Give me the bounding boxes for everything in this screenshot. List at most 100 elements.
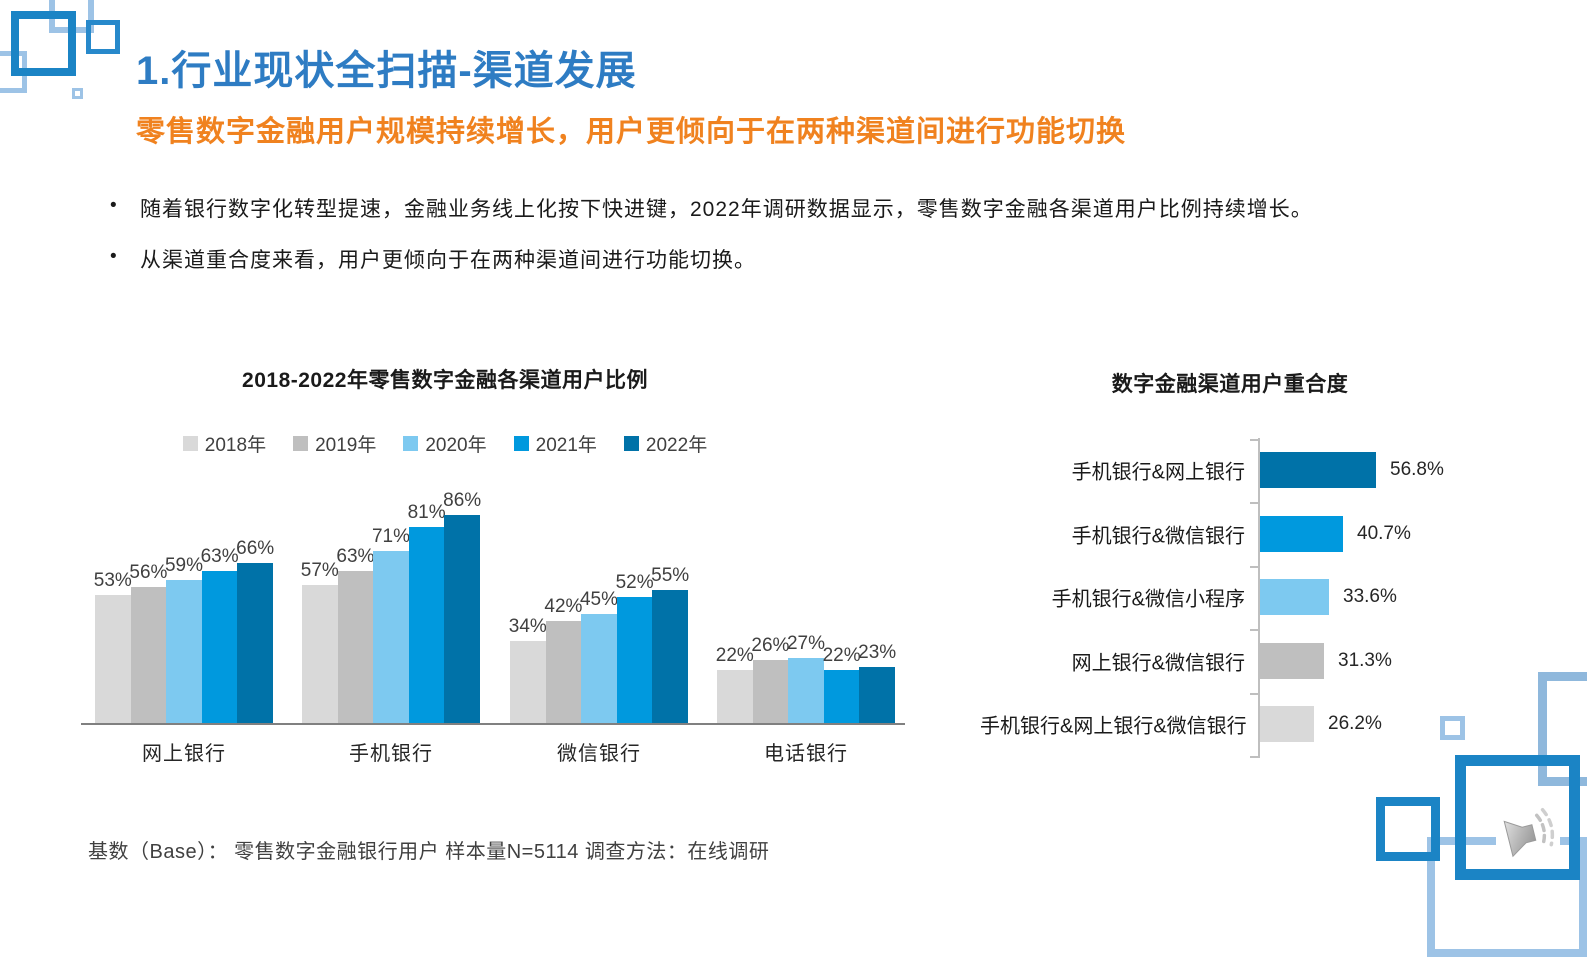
hbar-网上银行&微信银行	[1260, 642, 1324, 679]
y-axis-line	[1258, 438, 1260, 758]
decor-square-icon	[11, 11, 76, 76]
bar-网上银行-2018年	[95, 595, 131, 723]
left-chart-legend: 2018年 2019年 2020年 2021年 2022年	[95, 430, 795, 457]
bar-电话银行-2020年	[788, 658, 824, 723]
legend-item: 2021年	[513, 430, 597, 457]
bar-微信银行-2021年	[616, 597, 653, 723]
bar-网上银行-2022年	[237, 563, 273, 723]
category-label: 微信银行	[557, 743, 641, 765]
hbar-value-label: 26.2%	[1328, 713, 1382, 734]
bar-手机银行-2020年	[373, 551, 409, 723]
legend-item: 2022年	[623, 430, 708, 457]
bullet-item: • 随着银行数字化转型提速，金融业务线上化按下快进键，2022年调研数据显示，零…	[110, 193, 1313, 223]
hbar-category-label: 手机银行&网上银行	[1071, 461, 1245, 484]
bullet-item: • 从渠道重合度来看，用户更倾向于在两种渠道间进行功能切换。	[110, 244, 756, 274]
bar-手机银行-2022年	[444, 515, 480, 723]
legend-item: 2018年	[182, 430, 266, 457]
bar-微信银行-2020年	[581, 614, 617, 723]
bar-手机银行-2018年	[302, 585, 338, 723]
axis-tick	[1250, 756, 1258, 758]
decor-square-icon	[1440, 716, 1465, 740]
bar-value-label: 63%	[200, 546, 239, 567]
hbar-category-label: 手机银行&网上银行&微信银行	[980, 715, 1247, 738]
hbar-value-label: 31.3%	[1338, 649, 1392, 671]
bar-电话银行-2021年	[823, 670, 860, 723]
bar-电话银行-2018年	[717, 670, 753, 723]
bar-value-label: 86%	[443, 490, 482, 511]
legend-label: 2021年	[535, 435, 597, 456]
decor-square-icon	[86, 20, 120, 54]
bar-电话银行-2022年	[859, 667, 895, 723]
bar-value-label: 34%	[508, 616, 547, 637]
axis-tick	[1250, 438, 1258, 441]
hbar-手机银行&网上银行&微信银行	[1260, 706, 1314, 742]
bar-value-label: 23%	[858, 642, 897, 663]
bar-value-label: 56%	[129, 562, 168, 583]
legend-swatch	[293, 436, 309, 451]
audio-speaker-icon[interactable]	[1496, 798, 1560, 868]
page-title: 1.行业现状全扫描-渠道发展	[136, 49, 637, 93]
legend-swatch	[513, 436, 529, 451]
bar-value-label: 22%	[822, 645, 861, 666]
legend-item: 2020年	[403, 430, 487, 457]
hbar-value-label: 40.7%	[1357, 522, 1411, 544]
legend-label: 2019年	[315, 435, 377, 456]
hbar-plot: 手机银行&网上银行 56.8% 手机银行&微信银行 40.7% 手机银行&微信小程序 33…	[980, 438, 1580, 764]
bar-微信银行-2022年	[652, 590, 688, 723]
bullet-text: 从渠道重合度来看，用户更倾向于在两种渠道间进行功能切换。	[140, 249, 756, 272]
bar-微信银行-2019年	[545, 621, 582, 723]
page-subtitle: 零售数字金融用户规模持续增长，用户更倾向于在两种渠道间进行功能切换	[136, 116, 1127, 148]
hbar-手机银行&网上银行	[1260, 452, 1376, 488]
axis-tick	[1250, 692, 1258, 695]
bar-手机银行-2019年	[337, 571, 374, 723]
decor-square-icon	[1538, 672, 1587, 786]
bullet-dot: •	[110, 246, 118, 267]
bar-value-label: 66%	[236, 538, 275, 559]
bar-value-label: 27%	[786, 633, 826, 654]
x-axis-line	[81, 723, 905, 725]
hbar-手机银行&微信银行	[1260, 515, 1343, 552]
bar-value-label: 59%	[164, 555, 204, 576]
category-label: 网上银行	[142, 743, 226, 765]
legend-swatch	[182, 436, 198, 451]
base-note: 基数（Base）： 零售数字金融银行用户 样本量N=5114 调查方法：在线调研	[88, 841, 770, 863]
bullet-text: 随着银行数字化转型提速，金融业务线上化按下快进键，2022年调研数据显示，零售数…	[140, 198, 1313, 221]
axis-tick	[1250, 629, 1258, 631]
decor-square-icon	[1455, 755, 1580, 880]
legend-label: 2022年	[645, 435, 708, 456]
hbar-value-label: 56.8%	[1390, 459, 1444, 480]
bar-value-label: 42%	[544, 596, 583, 617]
bar-微信银行-2018年	[510, 641, 546, 723]
decor-square-icon	[72, 88, 83, 99]
hbar-category-label: 网上银行&微信银行	[1071, 652, 1245, 674]
legend-swatch	[403, 436, 419, 451]
hbar-category-label: 手机银行&微信小程序	[1051, 588, 1245, 611]
bar-value-label: 22%	[715, 645, 754, 666]
bar-value-label: 81%	[407, 502, 446, 523]
legend-item: 2019年	[293, 430, 376, 457]
decor-square-icon	[1376, 797, 1440, 861]
bar-网上银行-2021年	[201, 571, 238, 723]
bar-手机银行-2021年	[408, 527, 445, 723]
bar-电话银行-2019年	[752, 660, 789, 723]
bar-value-label: 55%	[651, 565, 690, 586]
bullet-dot: •	[110, 195, 118, 216]
legend-label: 2020年	[425, 435, 487, 456]
bar-网上银行-2019年	[130, 587, 167, 723]
bar-value-label: 63%	[336, 546, 375, 567]
grouped-bar-plot: 53% 56% 59% 63% 66% 网上银行 57% 63% 71% 81% 86% 手机银行 34…	[81, 455, 905, 765]
bar-网上银行-2020年	[166, 580, 202, 723]
bar-value-label: 57%	[300, 560, 339, 581]
hbar-value-label: 33.6%	[1343, 586, 1397, 607]
bar-value-label: 53%	[93, 570, 132, 591]
category-label: 手机银行	[349, 743, 433, 765]
bar-value-label: 26%	[751, 635, 790, 656]
legend-swatch	[623, 436, 639, 451]
hbar-category-label: 手机银行&微信银行	[1071, 525, 1245, 547]
axis-tick	[1250, 565, 1258, 568]
left-chart-title: 2018-2022年零售数字金融各渠道用户比例	[242, 369, 648, 392]
bar-value-label: 52%	[615, 572, 654, 593]
category-label: 电话银行	[764, 743, 848, 765]
bar-value-label: 71%	[371, 526, 411, 547]
